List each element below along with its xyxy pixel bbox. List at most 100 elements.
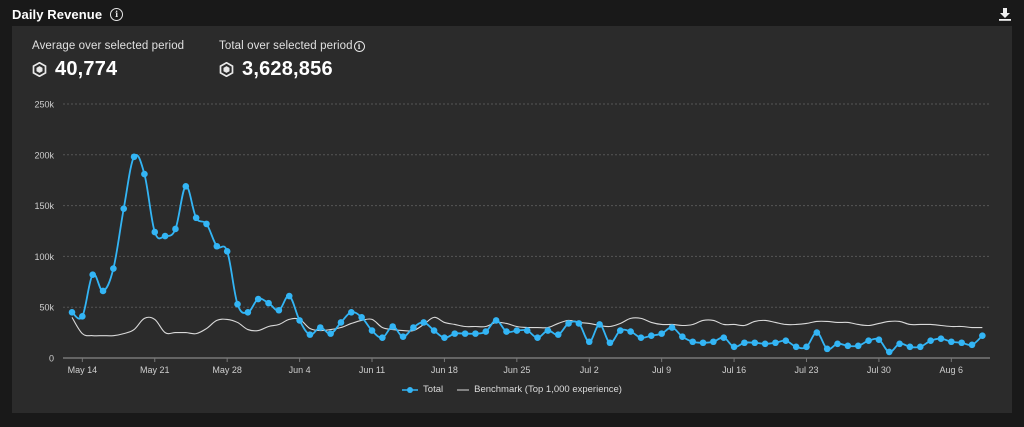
total-data-point[interactable] bbox=[523, 327, 531, 334]
total-data-point[interactable] bbox=[503, 328, 510, 335]
total-data-point[interactable] bbox=[689, 338, 696, 346]
total-data-point[interactable] bbox=[296, 317, 303, 324]
total-data-point[interactable] bbox=[420, 319, 428, 326]
total-data-point[interactable] bbox=[482, 328, 490, 335]
total-data-point[interactable] bbox=[741, 339, 748, 347]
x-tick-label: Jul 9 bbox=[652, 365, 671, 375]
total-data-point[interactable] bbox=[606, 339, 614, 347]
total-data-point[interactable] bbox=[565, 320, 572, 327]
total-data-point[interactable] bbox=[627, 328, 634, 335]
total-data-point[interactable] bbox=[441, 334, 448, 341]
total-data-point[interactable] bbox=[813, 329, 821, 336]
legend-item-total[interactable]: Total bbox=[402, 384, 443, 395]
total-data-point[interactable] bbox=[544, 327, 552, 334]
total-data-point[interactable] bbox=[761, 340, 769, 348]
total-data-point[interactable] bbox=[461, 330, 469, 337]
total-data-point[interactable] bbox=[379, 334, 386, 341]
total-data-point[interactable] bbox=[596, 321, 603, 328]
total-data-point[interactable] bbox=[699, 339, 707, 347]
total-data-point[interactable] bbox=[182, 182, 190, 190]
total-data-point[interactable] bbox=[110, 265, 117, 272]
total-data-point[interactable] bbox=[658, 330, 665, 337]
total-data-point[interactable] bbox=[668, 324, 676, 331]
total-data-point[interactable] bbox=[358, 314, 365, 321]
total-data-point[interactable] bbox=[337, 319, 345, 326]
download-icon[interactable] bbox=[998, 6, 1012, 22]
total-data-point[interactable] bbox=[368, 327, 376, 334]
total-data-point[interactable] bbox=[234, 300, 241, 308]
total-data-point[interactable] bbox=[844, 342, 852, 350]
total-data-point[interactable] bbox=[213, 242, 221, 250]
total-data-point[interactable] bbox=[430, 327, 438, 334]
total-data-point[interactable] bbox=[792, 343, 800, 351]
total-data-point[interactable] bbox=[585, 338, 593, 346]
total-data-point[interactable] bbox=[172, 225, 179, 233]
total-data-point[interactable] bbox=[348, 308, 355, 316]
total-data-point[interactable] bbox=[451, 330, 459, 337]
total-data-point[interactable] bbox=[834, 340, 841, 348]
total-data-point[interactable] bbox=[720, 334, 728, 341]
total-data-point[interactable] bbox=[782, 337, 790, 345]
total-data-point[interactable] bbox=[223, 248, 231, 255]
total-data-point[interactable] bbox=[948, 338, 955, 346]
total-data-point[interactable] bbox=[161, 232, 169, 240]
total-data-point[interactable] bbox=[927, 337, 934, 345]
revenue-line-chart[interactable]: 0 50k 100k 150k 200k 250k May 14 May 21 May 28 Ju… bbox=[12, 26, 1012, 413]
total-data-point[interactable] bbox=[389, 323, 396, 330]
total-data-point[interactable] bbox=[513, 327, 521, 334]
total-data-point[interactable] bbox=[327, 330, 334, 337]
total-data-point[interactable] bbox=[575, 320, 583, 327]
total-data-point[interactable] bbox=[616, 327, 624, 334]
total-data-point[interactable] bbox=[854, 342, 862, 350]
total-data-point[interactable] bbox=[244, 308, 252, 316]
total-data-point[interactable] bbox=[772, 339, 779, 347]
legend-label-benchmark: Benchmark (Top 1,000 experience) bbox=[474, 384, 622, 395]
total-data-point[interactable] bbox=[120, 205, 128, 212]
total-data-point[interactable] bbox=[68, 308, 76, 316]
total-data-point[interactable] bbox=[937, 335, 945, 342]
x-tick-label: Jun 18 bbox=[431, 365, 458, 375]
total-data-point[interactable] bbox=[99, 287, 107, 295]
total-data-point[interactable] bbox=[203, 220, 210, 228]
total-data-point[interactable] bbox=[896, 340, 903, 348]
total-data-point[interactable] bbox=[906, 343, 914, 351]
total-data-point[interactable] bbox=[254, 295, 262, 303]
total-data-point[interactable] bbox=[399, 333, 407, 340]
total-data-point[interactable] bbox=[823, 345, 831, 353]
info-icon[interactable]: i bbox=[110, 7, 124, 21]
total-data-point[interactable] bbox=[130, 153, 138, 161]
total-data-point[interactable] bbox=[865, 337, 872, 345]
total-data-point[interactable] bbox=[265, 299, 272, 307]
total-data-point[interactable] bbox=[275, 306, 283, 314]
total-label: Total over selected period bbox=[219, 40, 353, 52]
total-data-point[interactable] bbox=[89, 271, 96, 278]
total-data-point[interactable] bbox=[679, 333, 686, 340]
total-data-point[interactable] bbox=[885, 348, 893, 356]
total-data-point[interactable] bbox=[192, 214, 200, 222]
total-data-point[interactable] bbox=[79, 313, 86, 320]
total-data-point[interactable] bbox=[306, 331, 314, 338]
total-data-point[interactable] bbox=[637, 334, 645, 341]
total-data-point[interactable] bbox=[916, 343, 924, 351]
total-data-point[interactable] bbox=[730, 343, 738, 351]
total-data-point[interactable] bbox=[875, 336, 883, 344]
total-data-point[interactable] bbox=[316, 324, 324, 331]
total-data-point[interactable] bbox=[958, 339, 965, 347]
chart-panel: Average over selected period 40,774 Tota… bbox=[12, 26, 1012, 413]
total-data-point[interactable] bbox=[472, 330, 479, 337]
total-data-point[interactable] bbox=[554, 331, 562, 338]
total-data-point[interactable] bbox=[492, 317, 500, 324]
total-data-point[interactable] bbox=[751, 339, 759, 347]
total-data-point[interactable] bbox=[141, 170, 148, 178]
total-data-point[interactable] bbox=[979, 332, 986, 339]
total-data-point[interactable] bbox=[648, 332, 655, 339]
total-data-point[interactable] bbox=[285, 292, 293, 300]
total-data-point[interactable] bbox=[803, 343, 810, 351]
legend-item-benchmark[interactable]: Benchmark (Top 1,000 experience) bbox=[457, 384, 622, 395]
total-data-point[interactable] bbox=[968, 341, 976, 349]
total-data-point[interactable] bbox=[534, 334, 541, 341]
total-data-point[interactable] bbox=[410, 324, 417, 331]
info-icon[interactable]: i bbox=[353, 40, 365, 52]
total-data-point[interactable] bbox=[151, 228, 159, 236]
total-data-point[interactable] bbox=[710, 338, 717, 346]
